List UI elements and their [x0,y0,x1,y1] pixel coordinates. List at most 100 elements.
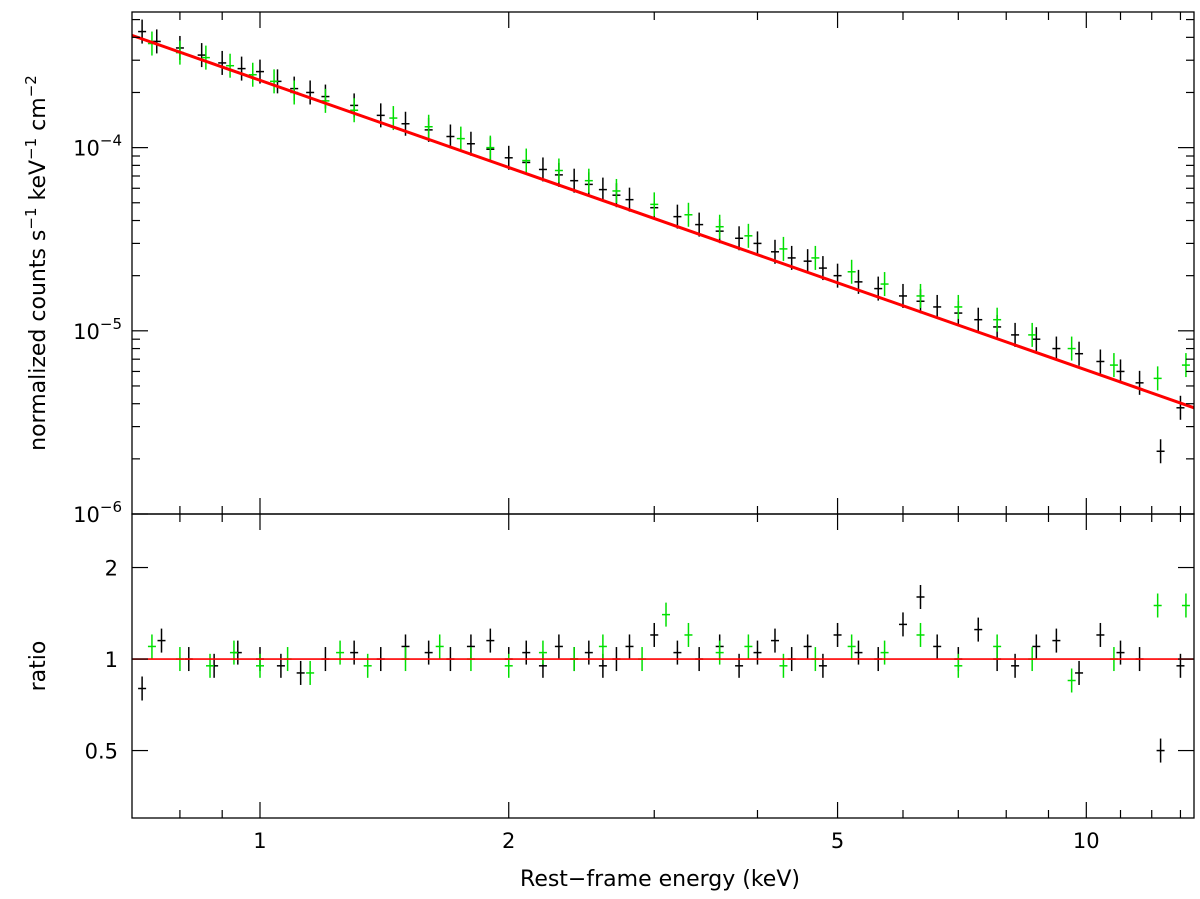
spectrum-data-point [1032,327,1041,352]
spectrum-data-point [1116,359,1125,384]
spectrum-data-point [446,124,455,149]
ratio-data-point [735,653,744,678]
spectrum-data-point [898,283,907,308]
spectrum-data-point [1052,336,1061,361]
ratio-data-point [916,584,925,609]
ratio-data-point [363,653,372,678]
ratio-data-point [1156,738,1165,763]
ratio-data-point [662,602,671,627]
spectrum-data-point [248,62,257,87]
spectrum-ticks [132,12,1194,515]
ratio-data-point [538,640,547,665]
ratio-data-point [803,634,812,659]
spectrum-data-point [197,43,206,68]
spectrum-data-point [993,307,1002,332]
spectrum-data-point [673,204,682,229]
spectrum-data-point [456,126,465,151]
x-tick-labels: 1 2 5 10 [253,829,1099,853]
ratio-data-point [625,634,634,659]
ratio-data-point [847,634,856,659]
spectrum-data-point [424,114,433,139]
spectrum-data-point [1028,322,1037,347]
ratio-data-point [522,640,531,665]
spectrum-data-point [612,178,621,203]
ratio-data-point [744,634,753,659]
ratio-data-point [684,622,693,647]
ratio-data-point [650,622,659,647]
spectrum-data-point [554,158,563,183]
spectrum-data-point [847,259,856,284]
ratio-data-point [1011,653,1020,678]
ratio-data-point [424,640,433,665]
spectrum-data-point [880,272,889,297]
spectrum-data-point [650,192,659,217]
ratio-data-point [138,676,147,701]
spectrum-data-point [744,223,753,248]
ratio-axis-frame [131,513,1195,819]
spectrum-data-point [1156,439,1165,464]
ratio-data-point [1153,593,1162,618]
ratio-data-point [1032,634,1041,659]
ratio-data-point [954,653,963,678]
ratio-panel: 210.5 1 2 5 10 ratio Rest−frame energy (keV… [26,513,1195,892]
spectrum-data-point [504,145,513,170]
ratio-data-point [435,634,444,659]
ratio-data-point [779,653,788,678]
spectrum-data-point [1135,370,1144,395]
spectrum-data-point [1153,366,1162,391]
spectrum-data-point [974,307,983,332]
ratio-data-point [1181,593,1190,618]
spectrum-data-point [538,157,547,182]
ratio-data-point [229,640,238,665]
ratio-data-point [1096,622,1105,647]
ratio-data-point [255,653,264,678]
spectrum-data-point [695,212,704,237]
ratio-data-point [673,640,682,665]
ratio-data-point [598,634,607,659]
spectrum-data-point [1075,341,1084,366]
spectrum-data-point [218,50,227,75]
spectrum-y-tick-label: 10−5 [73,315,122,344]
x-tick-label: 1 [253,829,266,853]
ratio-data-point [753,640,762,665]
spectrum-data-point [916,283,925,308]
spectrum-data-point [1011,322,1020,347]
ratio-data-point [504,653,513,678]
spectrum-data-point [237,56,246,81]
spectrum-data-point [1096,349,1105,374]
spectrum-data-point [152,29,161,54]
spectrum-data-point [270,69,279,94]
spectrum-data-point [811,245,820,270]
ratio-data-point [1075,660,1084,685]
ratio-series-layer [132,584,1194,763]
ratio-data-point [916,622,925,647]
spectrum-data-point [1176,395,1185,420]
spectrum-data-point [753,231,762,256]
ratio-data-point [306,660,315,685]
ratio-data-point [898,612,907,637]
ratio-data-point [833,622,842,647]
spectrum-data-point [201,45,210,70]
ratio-data-point [1067,668,1076,693]
ratio-y-tick-label: 0.5 [85,740,118,764]
spectrum-data-point [1109,353,1118,378]
spectrum-data-point [522,148,531,173]
spectrum-model-line [131,33,1195,410]
spectrum-data-point [954,294,963,319]
spectrum-panel: 10−4 10−5 10−6 normalized counts s−1 keV−1… [22,11,1195,527]
ratio-data-point [554,634,563,659]
x-axis-label: Rest−frame energy (keV) [520,867,800,892]
spectrum-y-tick-label: 10−6 [73,498,122,527]
spectrum-series-layer [131,19,1195,464]
x-tick-label: 10 [1073,829,1100,853]
spectrum-data-point [803,249,812,274]
ratio-data-point [147,634,156,659]
spectrum-y-axis-label: normalized counts s−1 keV−1 cm−2 [22,75,51,451]
spectrum-y-tick-labels: 10−4 10−5 10−6 [73,132,122,527]
ratio-data-point [584,640,593,665]
spectrum-data-point [715,214,724,239]
ratio-data-point [974,617,983,642]
ratio-data-point [157,628,166,653]
spectrum-y-tick-label: 10−4 [73,132,122,161]
